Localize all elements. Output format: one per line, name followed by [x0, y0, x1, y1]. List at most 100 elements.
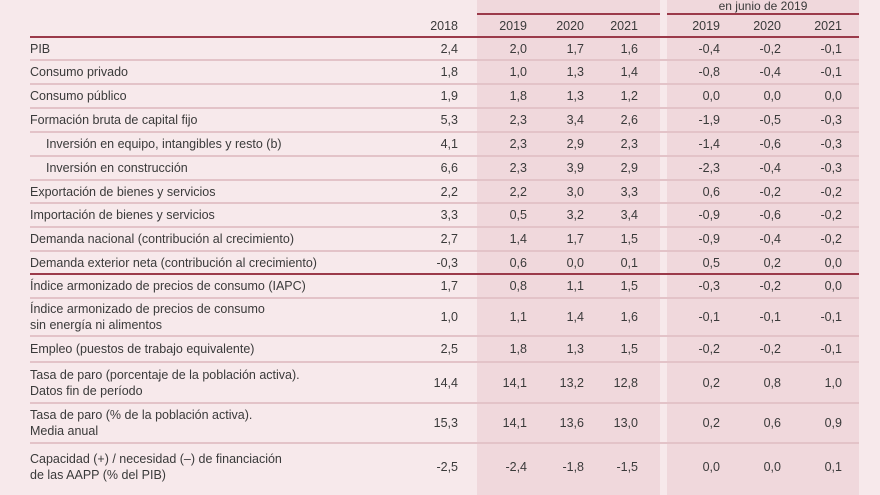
- cell-value: 1,8: [440, 65, 458, 79]
- cell-value: -0,9: [698, 232, 720, 246]
- row-label-line: Capacidad (+) / necesidad (–) de financi…: [30, 452, 282, 466]
- cell-value: 4,1: [440, 137, 458, 151]
- forecast-column-shade: [477, 0, 660, 495]
- row-label: Exportación de bienes y servicios: [30, 184, 400, 200]
- row-label: Demanda exterior neta (contribución al c…: [30, 255, 400, 271]
- column-header: 2019: [692, 19, 720, 33]
- cell-value: -0,4: [759, 65, 781, 79]
- cell-value: -0,8: [698, 65, 720, 79]
- row-label-line: sin energía ni alimentos: [30, 318, 163, 332]
- cell-value: 5,3: [440, 113, 458, 127]
- cell-value: -2,5: [436, 460, 458, 474]
- cell-value: 2,9: [620, 161, 638, 175]
- cell-value: -0,2: [759, 342, 781, 356]
- cell-value: -0,1: [820, 310, 842, 324]
- header-row: 2018 2019 2020 2021 2019 2020 2021: [30, 16, 859, 38]
- table-row: Consumo público 1,9 1,8 1,3 1,2 0,0 0,0 0,0: [30, 85, 859, 109]
- row-label-line: Índice armonizado de precios de consumo …: [30, 279, 306, 293]
- cell-value: -0,3: [820, 113, 842, 127]
- row-label: Capacidad (+) / necesidad (–) de financi…: [30, 451, 400, 483]
- row-label-line: Demanda nacional (contribución al crecim…: [30, 232, 295, 246]
- cell-value: -0,2: [820, 232, 842, 246]
- row-label: Inversión en construcción: [46, 160, 400, 176]
- cell-value: 13,0: [613, 416, 638, 430]
- cell-value: 1,3: [566, 65, 584, 79]
- cell-value: 0,6: [509, 255, 527, 270]
- cell-value: -0,2: [820, 184, 842, 199]
- cell-value: 1,6: [620, 310, 638, 324]
- table-row: Demanda exterior neta (contribución al c…: [30, 252, 859, 275]
- cell-value: -0,1: [820, 342, 842, 356]
- cell-value: -0,1: [759, 310, 781, 324]
- table-row: Formación bruta de capital fijo 5,3 2,3 3,4…: [30, 109, 859, 133]
- cell-value: 0,2: [702, 416, 720, 430]
- cell-value: 14,4: [433, 375, 458, 390]
- cell-value: 1,0: [440, 310, 458, 324]
- column-header: 2018: [430, 19, 458, 33]
- cell-value: -0,9: [698, 208, 720, 222]
- cell-value: -0,6: [759, 137, 781, 151]
- row-label-line: Formación bruta de capital fijo: [30, 113, 198, 127]
- cell-value: -1,5: [616, 460, 638, 474]
- cell-value: 1,3: [566, 342, 584, 356]
- cell-value: -0,4: [759, 161, 781, 175]
- cell-value: -0,2: [759, 279, 781, 293]
- cell-value: 0,5: [702, 255, 720, 270]
- row-label: Consumo privado: [30, 64, 400, 80]
- row-label: Empleo (puestos de trabajo equivalente): [30, 341, 400, 357]
- cell-value: -0,3: [698, 279, 720, 293]
- cell-value: 1,8: [509, 342, 527, 356]
- cell-value: 13,6: [559, 416, 584, 430]
- cell-value: 0,8: [763, 375, 781, 390]
- cell-value: -2,4: [505, 460, 527, 474]
- cell-value: -1,4: [698, 137, 720, 151]
- table-row: Empleo (puestos de trabajo equivalente) 2…: [30, 337, 859, 363]
- cell-value: 0,2: [702, 375, 720, 390]
- row-label: Tasa de paro (porcentaje de la población…: [30, 367, 400, 399]
- column-header: 2019: [499, 19, 527, 33]
- cell-value: -0,1: [698, 310, 720, 324]
- row-label: Índice armonizado de precios de consumo …: [30, 278, 400, 294]
- cell-value: -0,3: [820, 161, 842, 175]
- cell-value: 0,5: [509, 208, 527, 222]
- row-label-line: Consumo privado: [30, 65, 128, 79]
- row-label-line: Tasa de paro (porcentaje de la población…: [30, 367, 300, 382]
- row-label-line: Inversión en construcción: [46, 161, 188, 175]
- cell-value: 2,5: [440, 342, 458, 356]
- cell-value: 0,8: [509, 279, 527, 293]
- cell-value: 1,4: [620, 65, 638, 79]
- table-row: Demanda nacional (contribución al crecim…: [30, 228, 859, 252]
- table-row: Inversión en construcción 6,6 2,3 3,9 2,9 -2,…: [30, 157, 859, 181]
- cell-value: -0,3: [820, 137, 842, 151]
- row-label: Demanda nacional (contribución al crecim…: [30, 231, 400, 247]
- cell-value: 0,1: [620, 255, 638, 270]
- cell-value: 2,2: [509, 184, 527, 199]
- row-label: Índice armonizado de precios de consumo s…: [30, 301, 400, 333]
- group-header: en junio de 2019: [718, 0, 808, 13]
- cell-value: 2,3: [509, 137, 527, 151]
- cell-value: 1,5: [620, 232, 638, 246]
- row-label-line: de las AAPP (% del PIB): [30, 468, 166, 482]
- cell-value: 1,7: [566, 232, 584, 246]
- cell-value: 0,1: [824, 460, 842, 474]
- cell-value: 1,7: [440, 279, 458, 293]
- column-header: 2021: [814, 19, 842, 33]
- cell-value: -1,8: [562, 460, 584, 474]
- cell-value: -1,9: [698, 113, 720, 127]
- row-label: PIB: [30, 41, 400, 57]
- cell-value: 2,7: [440, 232, 458, 246]
- column-header: 2020: [556, 19, 584, 33]
- column-header: 2020: [753, 19, 781, 33]
- cell-value: -0,1: [820, 41, 842, 56]
- row-label-line: Importación de bienes y servicios: [30, 208, 215, 222]
- cell-value: -0,5: [759, 113, 781, 127]
- cell-value: 1,4: [509, 232, 527, 246]
- row-label-line: Índice armonizado de precios de consumo: [30, 302, 265, 316]
- row-label-line: Consumo público: [30, 89, 127, 103]
- table-row: Inversión en equipo, intangibles y resto…: [30, 133, 859, 157]
- cell-value: 0,0: [824, 279, 842, 293]
- cell-value: 6,6: [440, 161, 458, 175]
- table-row: Exportación de bienes y servicios 2,2 2,2 3…: [30, 181, 859, 204]
- row-label-line: Tasa de paro (% de la población activa).: [30, 408, 253, 422]
- cell-value: -2,3: [698, 161, 720, 175]
